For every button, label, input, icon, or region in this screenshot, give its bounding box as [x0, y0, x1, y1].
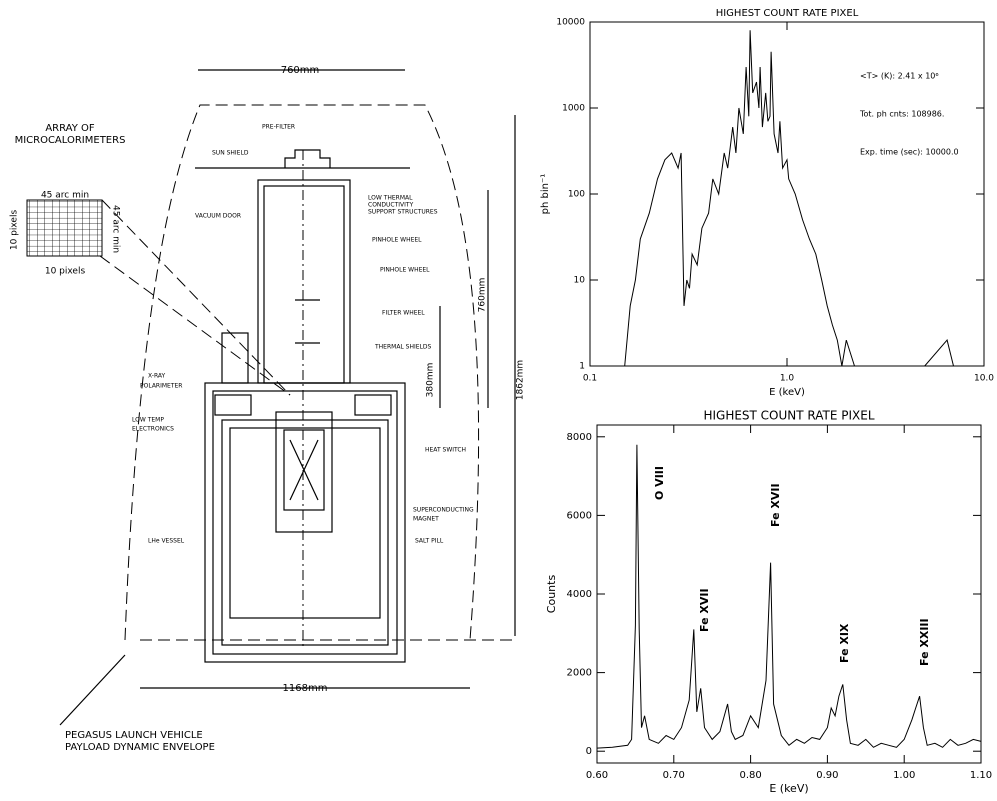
y-tick-label: 2000	[567, 668, 592, 679]
diagram-label: 380mm	[426, 363, 436, 398]
salt-pill	[289, 439, 319, 501]
cold-stage	[275, 411, 333, 533]
leader	[59, 654, 126, 726]
line-label: Fe XIX	[838, 623, 851, 663]
diagram-label: SALT PILL	[415, 538, 444, 545]
diagram-label: ELECTRONICS	[132, 426, 174, 433]
x-tick-label: 1.0	[780, 374, 795, 384]
x-axis-label: E (keV)	[769, 387, 805, 398]
diagram-label: ARRAY OF	[45, 123, 95, 134]
x-tick-label: 1.00	[893, 770, 915, 781]
y-tick-label: 100	[568, 190, 585, 200]
diagram-label: 10 pixels	[45, 267, 86, 277]
diagram-label: LOW THERMAL	[368, 195, 413, 202]
x-tick-label: 0.60	[586, 770, 608, 781]
y-tick-label: 6000	[567, 510, 592, 521]
envelope	[124, 104, 480, 641]
diagram-label: POLARIMETER	[140, 383, 182, 390]
diagram-label: 1862mm	[516, 360, 526, 400]
chart-title: HIGHEST COUNT RATE PIXEL	[716, 8, 859, 19]
y-tick-label: 4000	[567, 589, 592, 600]
diagram-label: PEGASUS LAUNCH VEHICLE	[65, 730, 203, 741]
diagram-label: 45 arc min	[41, 191, 89, 201]
y-tick-label: 10000	[556, 18, 585, 28]
x-tick-label: 0.90	[816, 770, 838, 781]
line-label: Fe XVII	[769, 483, 782, 527]
dewar	[204, 382, 406, 663]
pixel-array	[26, 199, 103, 257]
diagram-label: PAYLOAD DYNAMIC ENVELOPE	[65, 742, 215, 753]
projection	[99, 255, 291, 396]
diagram-label: 10 pixels	[10, 210, 20, 251]
dewar-shield	[212, 390, 398, 655]
diagram-label: MICROCALORIMETERS	[15, 135, 126, 146]
diagram-label: X-RAY	[148, 373, 166, 380]
charts: HIGHEST COUNT RATE PIXEL E (keV) ph bin⁻¹ 0…	[540, 8, 994, 795]
y-tick-label: 1	[579, 362, 585, 372]
diagram-label: HEAT SWITCH	[425, 447, 466, 454]
line-label: Fe XXIII	[918, 618, 931, 666]
diagram-label: MAGNET	[413, 516, 439, 523]
x-tick-label: 1.10	[970, 770, 992, 781]
y-axis-label: ph bin⁻¹	[540, 174, 551, 215]
diagram-label: SUPPORT STRUCTURES	[368, 209, 438, 216]
diagram-label: VACUUM DOOR	[195, 213, 241, 220]
spectrum-line	[596, 444, 982, 749]
x-tick-label: 10.0	[974, 374, 994, 384]
diagram-label: LHe VESSEL	[148, 538, 185, 545]
diagram-labels: 760mm PRE-FILTER ARRAY OFMICROCALORIMETERS…	[10, 65, 526, 753]
diagram-label: SUN SHIELD	[212, 150, 249, 157]
annotation: Tot. ph cnts: 108986.	[859, 110, 944, 119]
diagram-label: 760mm	[281, 65, 320, 76]
spectrum-line	[624, 30, 954, 367]
diagram-label: FILTER WHEEL	[382, 310, 425, 317]
diagram-label: PINHOLE WHEEL	[380, 267, 430, 274]
x-tick-label: 0.70	[663, 770, 685, 781]
y-axis-label: Counts	[545, 575, 558, 614]
annotation: <T> (K): 2.41 x 10⁶	[860, 72, 939, 81]
line-label: Fe XVII	[698, 588, 711, 632]
y-tick-label: 8000	[567, 432, 592, 443]
vessel	[221, 419, 389, 646]
diagram-label: 760mm	[478, 278, 488, 313]
y-tick-label: 0	[586, 746, 592, 757]
pre-filter	[284, 149, 331, 168]
chart-title: HIGHEST COUNT RATE PIXEL	[703, 409, 874, 423]
instrument-drawing	[26, 69, 516, 726]
tube	[257, 179, 351, 384]
y-tick-label: 1000	[562, 104, 585, 114]
diagram-label: THERMAL SHIELDS	[374, 344, 432, 351]
x-tick-label: 0.1	[583, 374, 597, 384]
electronics	[214, 394, 252, 416]
tube-inner	[263, 185, 345, 384]
diagram-label: PRE-FILTER	[262, 124, 295, 131]
electronics	[354, 394, 392, 416]
x-axis-label: E (keV)	[769, 782, 808, 795]
projection	[101, 199, 291, 396]
y-tick-label: 10	[574, 276, 586, 286]
vessel-inner	[229, 427, 381, 619]
diagram-label: 45 arc min	[111, 205, 121, 253]
diagram-label: 1168mm	[283, 683, 328, 694]
diagram-label: SUPERCONDUCTING	[413, 507, 474, 514]
diagram-label: LOW TEMP	[132, 417, 164, 424]
magnet	[283, 429, 325, 511]
line-label: O VIII	[653, 466, 666, 500]
diagram-label: PINHOLE WHEEL	[372, 237, 422, 244]
diagram-label: CONDUCTIVITY	[368, 202, 414, 209]
annotation: Exp. time (sec): 10000.0	[860, 148, 959, 157]
polarimeter	[221, 332, 249, 384]
x-tick-label: 0.80	[739, 770, 761, 781]
